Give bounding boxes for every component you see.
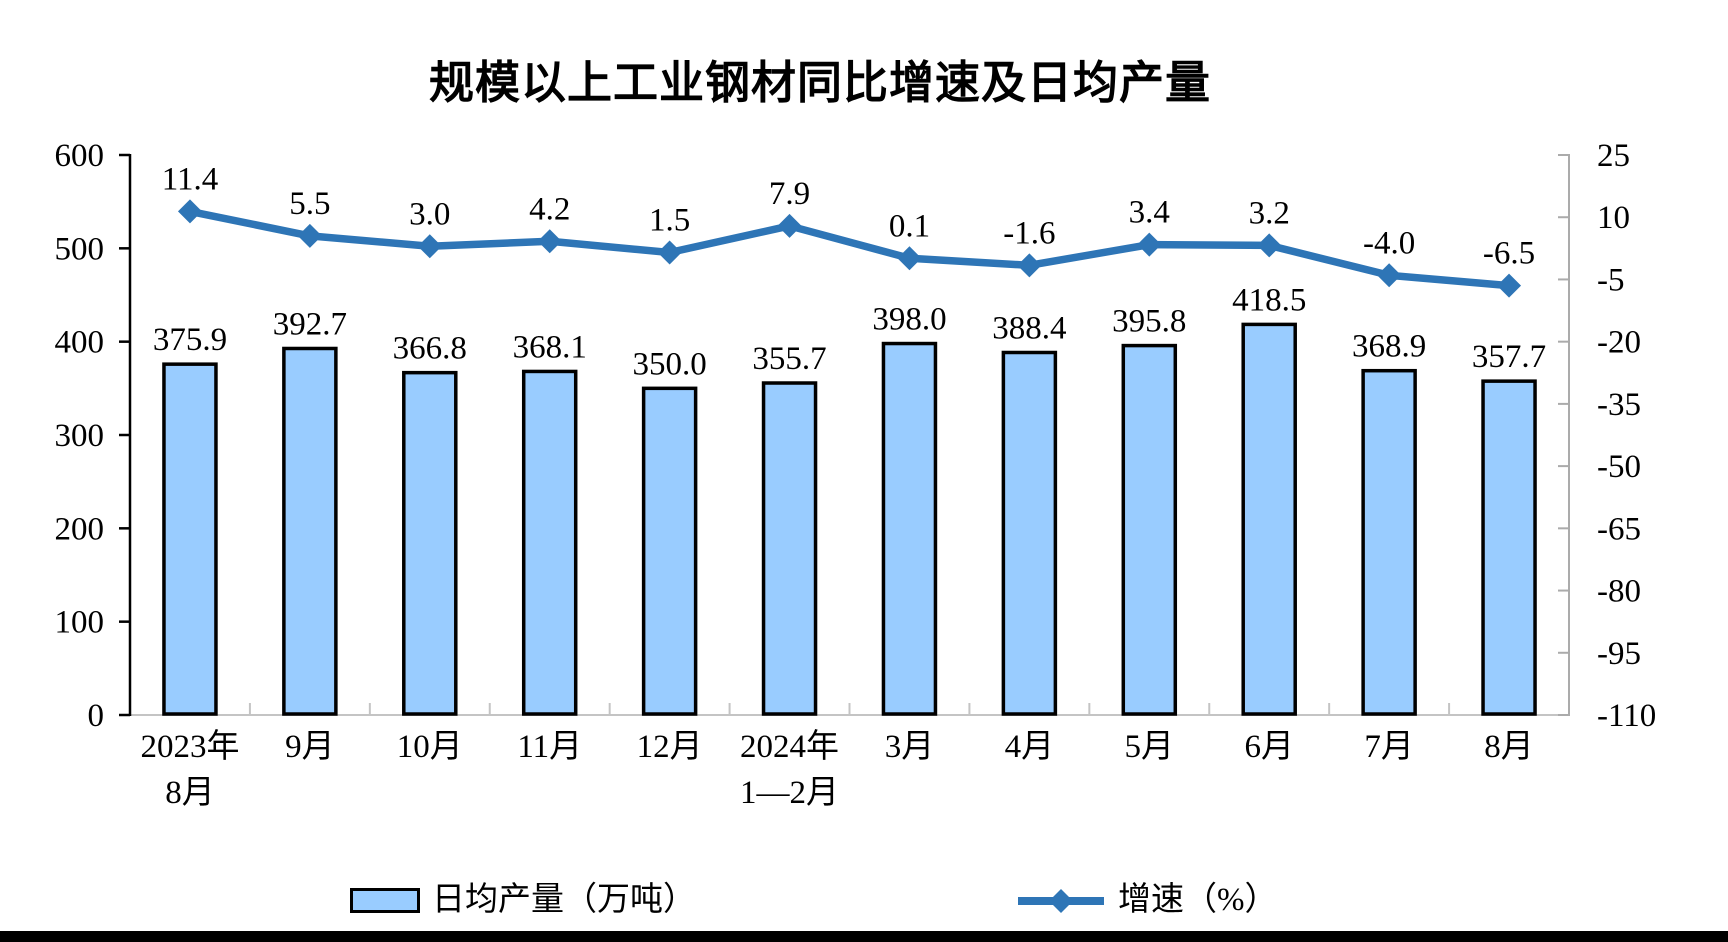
bar-daily-output	[641, 386, 698, 716]
bar-value-label: 392.7	[273, 306, 347, 342]
bar-value-label: 368.9	[1352, 329, 1426, 365]
bar-value-label: 357.7	[1472, 339, 1546, 375]
legend-label-growth-rate: 增速（%）	[1118, 882, 1278, 918]
bar-value-label: 418.5	[1232, 282, 1306, 318]
bar-value-label: 398.0	[872, 302, 946, 338]
right-axis-tick-label: -20	[1597, 325, 1641, 361]
line-marker-diamond-icon	[1017, 253, 1042, 278]
left-axis-tick-label: 600	[55, 138, 105, 174]
line-marker-diamond-icon	[1377, 263, 1402, 288]
line-value-label: 1.5	[649, 202, 690, 238]
line-value-label: 3.0	[409, 196, 450, 232]
chart-title: 规模以上工业钢材同比增速及日均产量	[428, 58, 1211, 108]
x-axis-category-label: 8月	[1484, 729, 1534, 765]
bar-daily-output	[761, 381, 818, 716]
bar-series-swatch	[350, 888, 420, 913]
x-axis-category-label: 10月	[397, 729, 463, 765]
line-marker-diamond-icon	[417, 234, 442, 259]
bar-daily-output	[1121, 343, 1178, 716]
right-axis-tick-label: -95	[1597, 636, 1641, 672]
bar-daily-output	[521, 369, 578, 716]
right-axis-tick-label: -35	[1597, 387, 1641, 423]
line-swatch-diamond-icon	[1049, 888, 1073, 913]
left-axis-tick-label: 0	[88, 698, 105, 734]
bar-value-label: 395.8	[1112, 304, 1186, 340]
bar-daily-output	[1241, 322, 1297, 716]
line-value-label: 3.4	[1129, 195, 1170, 231]
bar-value-label: 366.8	[393, 331, 467, 367]
left-axis-tick-label: 100	[55, 605, 105, 641]
line-value-label: 7.9	[769, 176, 810, 212]
right-axis-tick-label: 10	[1597, 200, 1630, 236]
left-axis-tick-label: 500	[55, 231, 105, 267]
legend-label-daily-output: 日均产量（万吨）	[432, 882, 696, 918]
growth-rate-line	[186, 207, 1513, 290]
line-value-label: 4.2	[529, 191, 570, 227]
bar-daily-output	[1481, 379, 1537, 716]
line-value-label: 0.1	[889, 208, 930, 244]
line-marker-diamond-icon	[1497, 273, 1522, 298]
left-axis-tick-label: 400	[55, 325, 105, 361]
line-value-label: 5.5	[289, 186, 330, 222]
bar-daily-output	[402, 370, 458, 716]
legend-item-daily-output: 日均产量（万吨）	[350, 884, 696, 917]
line-value-label: -6.5	[1483, 236, 1535, 272]
x-axis-category-label: 4月	[1005, 729, 1055, 765]
bar-daily-output	[162, 362, 218, 716]
bar-value-label: 355.7	[752, 341, 826, 377]
x-axis-category-label: 2024年 1—2月	[740, 728, 839, 811]
right-axis-tick-label: -110	[1597, 698, 1656, 734]
line-marker-diamond-icon	[537, 229, 562, 254]
legend-item-growth-rate: 增速（%）	[1016, 884, 1278, 917]
right-axis-tick-label: -50	[1597, 449, 1641, 485]
bar-value-label: 388.4	[992, 310, 1066, 346]
x-axis-category-label: 3月	[885, 729, 935, 765]
line-series-swatch	[1018, 888, 1104, 913]
x-axis-category-label: 11月	[517, 729, 582, 765]
line-marker-diamond-icon	[1257, 233, 1282, 258]
bar-daily-output	[1361, 368, 1417, 716]
right-axis-tick-label: -65	[1597, 511, 1641, 547]
line-marker-diamond-icon	[1137, 232, 1162, 257]
line-marker-diamond-icon	[657, 240, 682, 265]
bar-value-label: 375.9	[153, 322, 227, 358]
line-value-label: 11.4	[162, 161, 219, 197]
bar-value-label: 350.0	[633, 346, 707, 382]
x-axis-category-label: 12月	[637, 729, 703, 765]
line-marker-diamond-icon	[177, 199, 202, 224]
line-marker-diamond-icon	[297, 223, 322, 248]
x-axis-category-label: 6月	[1244, 729, 1294, 765]
left-axis-tick-label: 200	[55, 511, 105, 547]
line-marker-diamond-icon	[777, 213, 802, 238]
right-axis-tick-label: -5	[1597, 262, 1625, 298]
line-value-label: -4.0	[1363, 225, 1415, 261]
bar-value-label: 368.1	[513, 329, 587, 365]
x-axis-category-label: 7月	[1364, 729, 1414, 765]
line-value-label: -1.6	[1003, 215, 1055, 251]
bar-daily-output	[282, 346, 338, 716]
right-axis-tick-label: 25	[1597, 138, 1630, 174]
line-marker-diamond-icon	[897, 246, 922, 271]
left-axis-tick-label: 300	[55, 418, 105, 454]
bar-daily-output	[881, 341, 938, 716]
x-axis-category-label: 5月	[1125, 729, 1175, 765]
right-axis-tick-label: -80	[1597, 574, 1641, 610]
x-axis-category-label: 9月	[285, 729, 335, 765]
bottom-black-bar	[0, 931, 1728, 942]
line-value-label: 3.2	[1249, 195, 1290, 231]
x-axis-category-label: 2023年 8月	[140, 728, 239, 811]
bar-daily-output	[1001, 350, 1058, 716]
